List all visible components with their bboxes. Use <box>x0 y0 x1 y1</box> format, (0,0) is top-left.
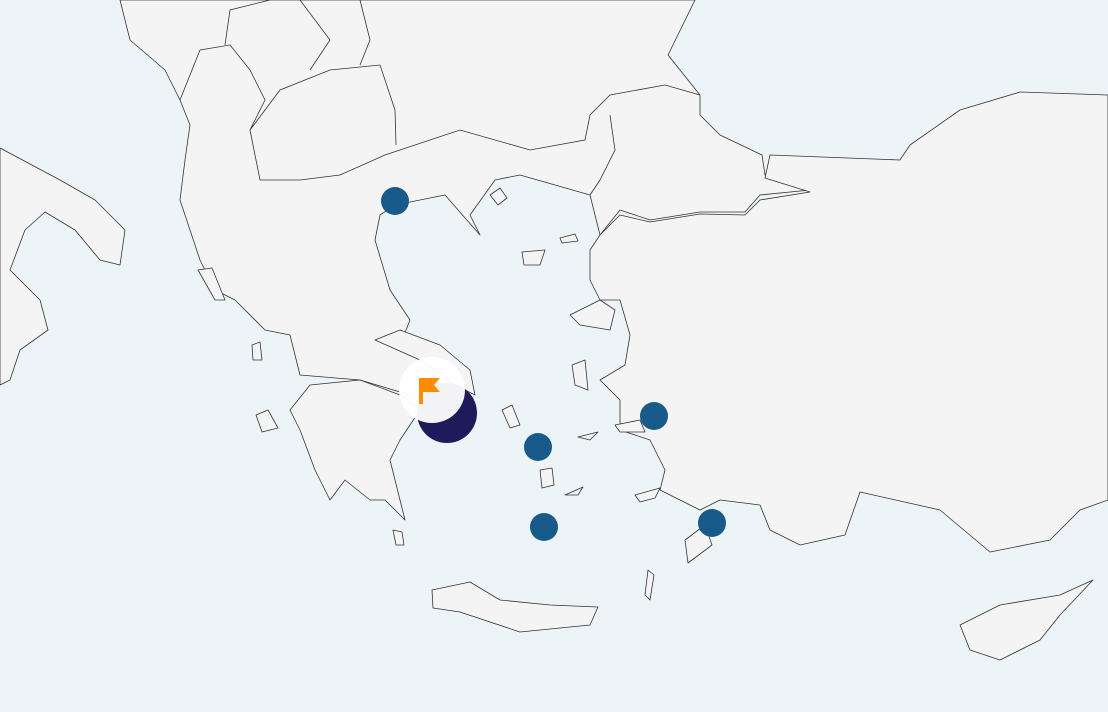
island-lesbos <box>569 299 616 331</box>
island-karpathos <box>644 569 655 601</box>
island-naxos <box>539 467 555 489</box>
country-borders <box>179 0 701 196</box>
island-amorgos <box>564 486 584 496</box>
land-turkey <box>589 91 1108 553</box>
land-crete <box>431 581 599 633</box>
map-marker[interactable] <box>381 187 409 215</box>
map-marker[interactable] <box>640 402 668 430</box>
land-peloponnese <box>289 379 421 521</box>
map-marker[interactable] <box>530 513 558 541</box>
island-kos <box>634 487 661 503</box>
map-markers <box>381 187 726 541</box>
island-lemnos <box>521 249 546 266</box>
land-italy <box>0 147 126 386</box>
island-lefkada <box>251 341 263 361</box>
selected-marker[interactable] <box>399 357 477 443</box>
flag-icon <box>419 378 440 404</box>
island-chios <box>571 359 589 391</box>
map-marker[interactable] <box>524 433 552 461</box>
island-andros <box>501 404 521 429</box>
island-corfu <box>197 267 226 301</box>
island-samos <box>614 419 646 433</box>
island-kefalonia <box>255 409 279 433</box>
island-ikaria <box>577 431 599 441</box>
island-samothrace <box>559 233 579 244</box>
map-marker[interactable] <box>698 509 726 537</box>
island-thasos <box>489 187 508 206</box>
island-kythira <box>392 529 405 546</box>
land-cyprus <box>959 579 1094 661</box>
